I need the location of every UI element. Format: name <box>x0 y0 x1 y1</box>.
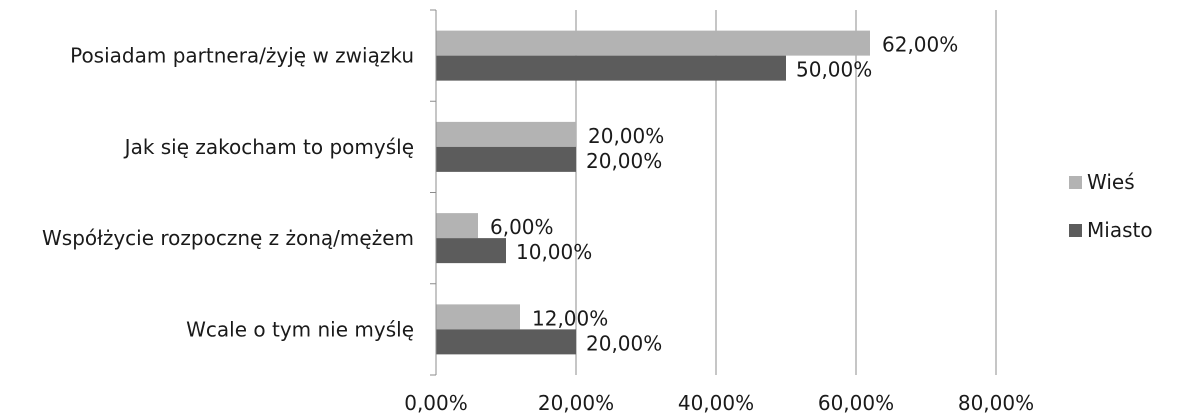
category-label: Posiadam partnera/żyję w związku <box>70 44 414 68</box>
data-label: 20,00% <box>588 124 664 148</box>
x-tick-label: 80,00% <box>958 391 1034 415</box>
bar-1 <box>436 55 786 81</box>
legend-swatch <box>1069 224 1082 237</box>
data-label: 20,00% <box>586 149 662 173</box>
bar-1 <box>436 146 576 172</box>
data-label: 6,00% <box>490 215 554 239</box>
data-label: 62,00% <box>882 33 958 57</box>
legend-label: Wieś <box>1087 170 1135 194</box>
data-label: 12,00% <box>532 306 608 330</box>
category-label: Jak się zakocham to pomyślę <box>123 135 414 159</box>
category-label: Współżycie rozpocznę z żoną/mężem <box>42 226 414 250</box>
x-tick-label: 60,00% <box>818 391 894 415</box>
bar-1 <box>436 329 576 355</box>
bar-0 <box>436 121 576 147</box>
category-labels: Posiadam partnera/żyję w związku Jak się … <box>42 44 414 342</box>
data-label: 10,00% <box>516 240 592 264</box>
bar-0 <box>436 304 520 330</box>
data-label: 20,00% <box>586 331 662 355</box>
y-axis <box>430 9 437 376</box>
data-labels: 62,00%50,00%20,00%20,00%6,00%10,00%12,00… <box>490 33 958 356</box>
x-tick-label: 20,00% <box>538 391 614 415</box>
legend-label: Miasto <box>1087 218 1153 242</box>
bars <box>436 30 870 355</box>
category-label: Wcale o tym nie myślę <box>186 317 414 341</box>
bar-0 <box>436 213 478 239</box>
legend-swatch <box>1069 176 1082 189</box>
data-label: 50,00% <box>796 58 872 82</box>
legend: Wieś Miasto <box>1069 170 1153 242</box>
x-tick-label: 0,00% <box>404 391 468 415</box>
x-tick-label: 40,00% <box>678 391 754 415</box>
bar-1 <box>436 238 506 264</box>
bar-0 <box>436 30 870 56</box>
x-tick-labels: 0,00% 20,00% 40,00% 60,00% 80,00% <box>404 391 1034 415</box>
